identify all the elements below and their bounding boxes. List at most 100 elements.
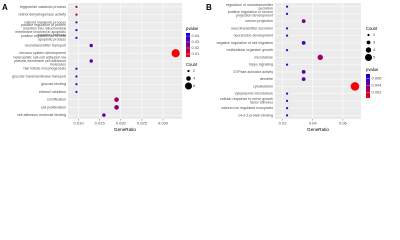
x-tick-label: 0.02 (279, 121, 288, 126)
dot (75, 13, 78, 16)
colorbar-label: 0.04 (192, 33, 201, 38)
category-label: ethanol oxidation (39, 90, 66, 94)
category-label: nervous system development (19, 51, 66, 55)
category-label: calcium ion regulated exocytosis (221, 106, 273, 110)
size-key (366, 40, 371, 45)
category-label: neural tube development (233, 34, 273, 38)
dot (89, 59, 93, 63)
category-label: microtubule (254, 55, 273, 59)
category-label: retinol dehydrogenase activity (18, 13, 66, 17)
category-label: hippo signaling (249, 63, 273, 67)
x-tick-label: 0.06 (339, 121, 348, 126)
dot (75, 28, 78, 32)
dot (75, 36, 78, 39)
dot (301, 40, 306, 45)
size-key (185, 82, 192, 90)
category-label: negative regulation of cell migration (216, 41, 273, 45)
category-label: cellular response to nerve growth factor … (220, 97, 273, 104)
dot (89, 43, 93, 48)
dot (285, 5, 289, 8)
dot (285, 63, 289, 66)
colorbar-label: 0.02 (192, 45, 201, 50)
dot (285, 34, 289, 37)
dot (350, 82, 360, 91)
dot (102, 113, 106, 117)
category-label: positive regulation of protein insertion … (15, 23, 66, 37)
colorbar-label: 0.006 (372, 75, 383, 80)
category-label: 14-3-3 protein binding (238, 113, 273, 117)
size-key-label: 4 (193, 76, 196, 81)
colorbar-label: 0.03 (192, 39, 201, 44)
category-label: neurotransmitter secretion (231, 26, 273, 30)
x-tick-label: 0.020 (116, 121, 127, 126)
category-label: positive regulation of neuron projection … (228, 10, 273, 17)
size-key-label: 4 (373, 47, 376, 52)
size-key (365, 47, 372, 53)
category-label: neuron projection (245, 19, 273, 23)
x-tick-label: 0.025 (137, 121, 148, 126)
x-tick-label: 0.030 (158, 121, 169, 126)
dot (285, 92, 289, 95)
category-label: cell adhesion molecule binding (17, 113, 66, 117)
size-key-label: 2 (193, 68, 196, 73)
dot (75, 75, 78, 78)
category-label: hair follicle morphogenesis (23, 67, 66, 71)
category-label: regulation of neurotransmitter secretion (226, 3, 274, 10)
size-key (367, 33, 370, 37)
category-label: cornification (47, 98, 66, 102)
size-legend-title: Count (186, 62, 198, 67)
dot (301, 77, 306, 82)
dot (301, 19, 306, 24)
size-key (365, 54, 372, 61)
category-label: dendrite (260, 77, 273, 81)
dot (75, 5, 78, 8)
colorbar (186, 33, 190, 57)
dot (114, 97, 119, 102)
dot (285, 27, 289, 30)
dot (285, 114, 289, 117)
dot (317, 54, 323, 61)
dot (75, 83, 78, 86)
dot (75, 90, 78, 94)
panel-label: A (2, 3, 8, 12)
size-key-label: 6 (193, 83, 196, 88)
plot-background (275, 3, 361, 119)
x-tick-label: 0.015 (95, 121, 106, 126)
colorbar-label: 0.004 (372, 83, 383, 88)
colorbar-label: 0.002 (372, 90, 383, 95)
category-label: retinoid metabolic process (24, 20, 66, 24)
dot (285, 99, 289, 102)
x-axis-title: GeneRatio (114, 127, 136, 132)
category-label: cytoplasmic microtubule (235, 92, 273, 96)
x-tick-label: 0.010 (74, 121, 85, 126)
category-label: multicellular organism growth (226, 48, 273, 52)
x-axis-title: GeneRatio (307, 127, 329, 132)
category-label: GTPase activator activity (233, 70, 273, 74)
category-label: glucose transmembrane transport (12, 74, 66, 78)
size-legend-title: Count (366, 26, 378, 31)
dot (285, 49, 289, 52)
category-label: positive regulation of neuron apoptotic p… (21, 34, 66, 41)
category-label: neurotransmitter transport (25, 43, 66, 47)
category-label: cell proliferation (41, 105, 66, 109)
dot (285, 12, 289, 15)
category-label: cytoskeleton (253, 84, 273, 88)
colorbar-label: 0.01 (192, 51, 201, 56)
x-tick-label: 0.04 (309, 121, 318, 126)
category-label: glucose binding (41, 82, 66, 86)
dot (114, 105, 119, 110)
dot (75, 67, 78, 70)
panel-label: B (206, 3, 212, 12)
dot (285, 107, 289, 110)
size-key-label: 5 (373, 55, 376, 60)
colorbar (366, 74, 370, 98)
color-legend-title: pvalue (186, 26, 199, 31)
size-key (187, 69, 190, 73)
color-legend-title: pvalue (366, 67, 379, 72)
dot (75, 21, 78, 24)
size-key (186, 76, 191, 81)
dot (171, 49, 180, 58)
category-label: triglyceride catabolic process (20, 5, 66, 9)
size-key-label: 3 (373, 40, 376, 45)
